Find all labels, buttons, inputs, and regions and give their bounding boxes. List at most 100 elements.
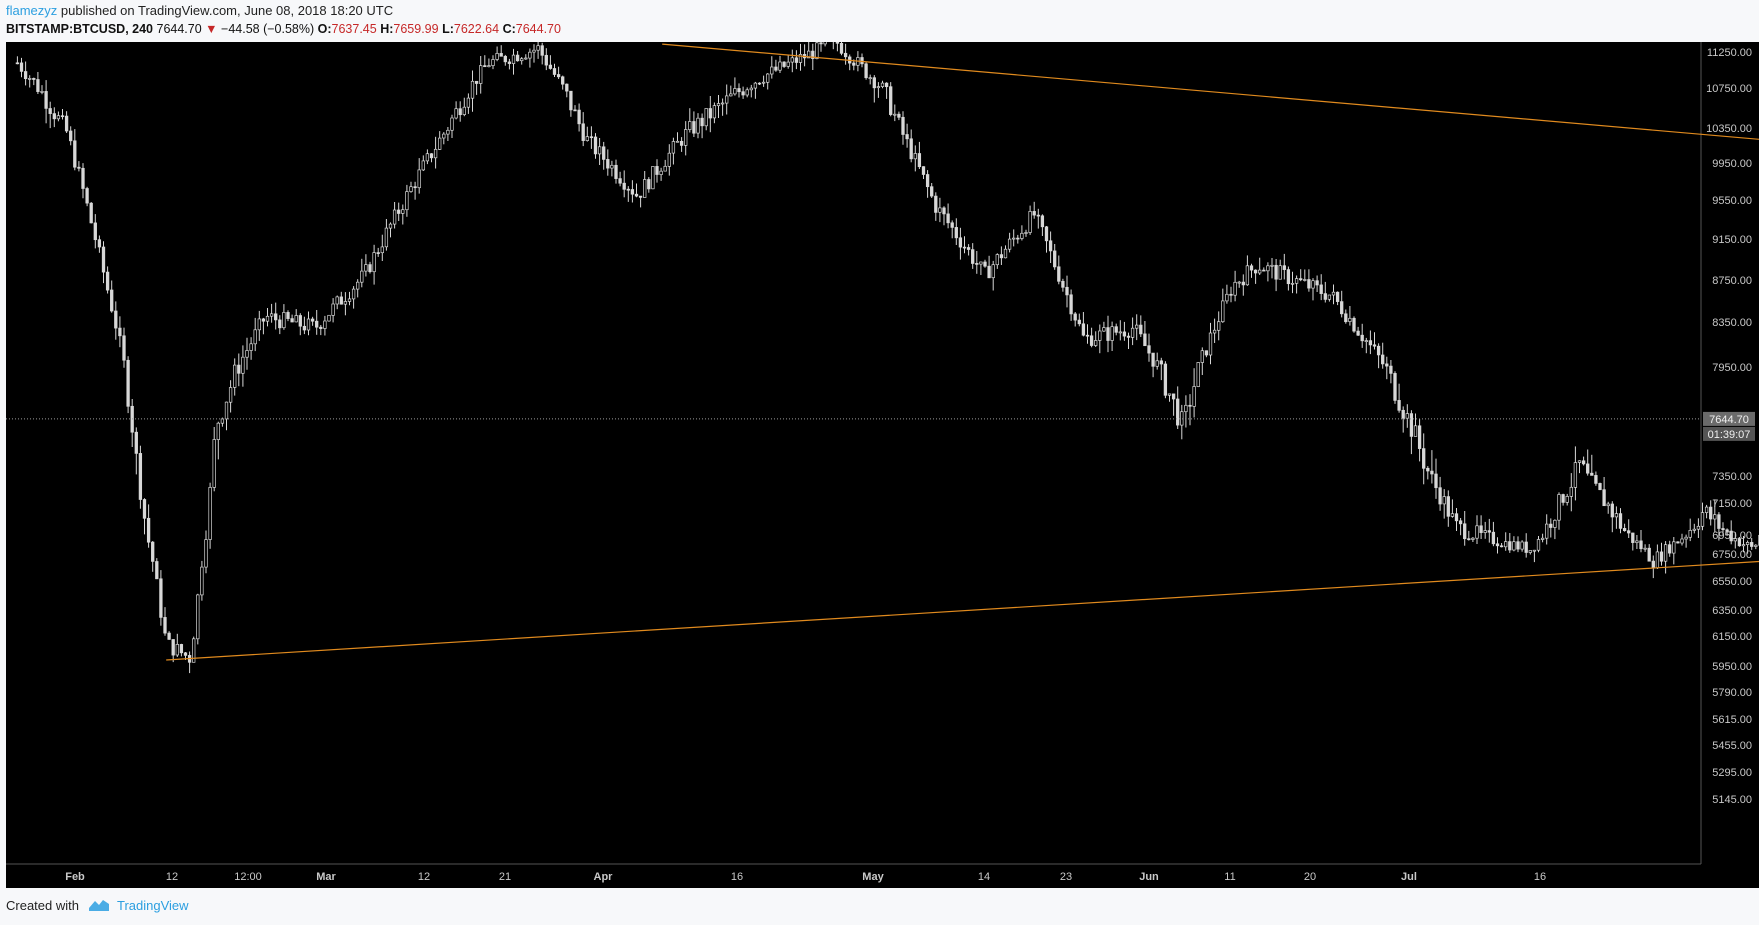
candle	[737, 83, 741, 98]
candle	[1028, 205, 1032, 235]
candle	[151, 541, 155, 572]
candle	[1057, 255, 1061, 285]
candle	[1557, 492, 1561, 530]
price-tick-label: 7350.00	[1712, 471, 1752, 483]
candle	[401, 204, 405, 225]
chart-area[interactable]: 0(8591.68)0.236(8224.75)0.382(7997.75)0.…	[6, 42, 1759, 888]
candle	[1069, 289, 1073, 321]
candle	[561, 75, 565, 90]
candle	[171, 639, 175, 663]
candle	[1487, 518, 1491, 543]
price-axis[interactable]	[1701, 42, 1759, 888]
candle	[1750, 538, 1754, 550]
candle	[290, 314, 294, 323]
candle	[1659, 542, 1664, 566]
candle	[265, 308, 270, 327]
candle	[1442, 489, 1446, 519]
candle	[1126, 332, 1131, 349]
candle	[1217, 311, 1221, 341]
time-axis[interactable]	[6, 864, 1701, 888]
candle	[1577, 460, 1582, 474]
candle	[282, 304, 286, 330]
candle	[1614, 506, 1619, 529]
candle	[1266, 262, 1270, 282]
candle	[921, 166, 926, 179]
candle	[1627, 519, 1631, 538]
candle	[48, 101, 52, 129]
candle	[667, 144, 671, 176]
open-value: 7637.45	[331, 22, 377, 36]
candle	[749, 84, 753, 98]
price-tick-label: 6750.00	[1712, 549, 1752, 561]
candle	[700, 113, 704, 139]
candle	[720, 98, 725, 116]
candle	[1356, 326, 1360, 336]
trendline-descending-resistance[interactable]	[662, 43, 1759, 367]
candle	[1532, 549, 1537, 563]
price-tick-label: 5615.00	[1712, 714, 1752, 726]
candle	[556, 66, 561, 79]
candle	[364, 254, 368, 277]
candle	[446, 127, 450, 141]
candle	[958, 227, 963, 260]
candle	[1709, 500, 1713, 526]
candle	[1528, 550, 1532, 555]
candle	[1725, 528, 1729, 536]
candle	[1491, 521, 1496, 547]
candle	[1159, 357, 1163, 381]
symbol-label[interactable]: BITSTAMP:BTCUSD, 240	[6, 22, 154, 36]
candle	[1417, 419, 1422, 462]
candle	[1692, 523, 1696, 534]
candle	[294, 309, 298, 323]
candle	[360, 258, 364, 288]
candle	[1311, 278, 1315, 301]
candle	[212, 427, 216, 492]
candle	[1672, 537, 1676, 565]
time-tick-label: 23	[1060, 871, 1072, 883]
candle	[1241, 274, 1245, 296]
candle	[815, 42, 819, 60]
candle	[1545, 514, 1549, 545]
candle	[889, 82, 893, 117]
candle	[1643, 544, 1647, 552]
candle	[278, 315, 282, 335]
candle	[466, 93, 471, 114]
candle	[216, 421, 220, 460]
candle	[823, 42, 827, 47]
tradingview-link[interactable]: TradingView	[117, 898, 189, 913]
publish-info: flamezyz published on TradingView.com, J…	[6, 3, 393, 18]
candle	[1180, 404, 1184, 440]
candle	[634, 183, 639, 198]
candle	[1323, 281, 1327, 303]
candle	[1360, 323, 1364, 348]
candle	[692, 111, 696, 137]
candle	[630, 180, 635, 203]
candle	[1569, 473, 1573, 512]
candle	[36, 72, 40, 94]
time-tick-label: Jul	[1401, 871, 1417, 883]
candle	[971, 243, 975, 269]
candle	[1130, 317, 1135, 346]
candle	[138, 445, 143, 509]
candle	[1053, 244, 1057, 270]
down-arrow-icon: ▼	[205, 22, 218, 36]
candle	[987, 255, 991, 279]
candle	[946, 203, 950, 229]
trendline-ascending-support[interactable]	[166, 399, 1759, 661]
time-tick-label: 21	[499, 871, 511, 883]
candle	[1102, 321, 1106, 332]
candle	[1610, 501, 1614, 533]
candle	[1270, 258, 1274, 279]
candle	[1622, 523, 1627, 532]
candle	[23, 61, 28, 86]
tradingview-logo-icon[interactable]	[88, 896, 110, 912]
candle	[261, 317, 266, 335]
candle	[470, 70, 475, 112]
candle	[807, 42, 811, 59]
candle	[442, 132, 446, 145]
price-chart[interactable]: 0(8591.68)0.236(8224.75)0.382(7997.75)0.…	[6, 42, 1759, 888]
author-link[interactable]: flamezyz	[6, 3, 58, 18]
candle	[1299, 269, 1303, 282]
candle	[1385, 356, 1389, 380]
candle	[1348, 306, 1352, 326]
